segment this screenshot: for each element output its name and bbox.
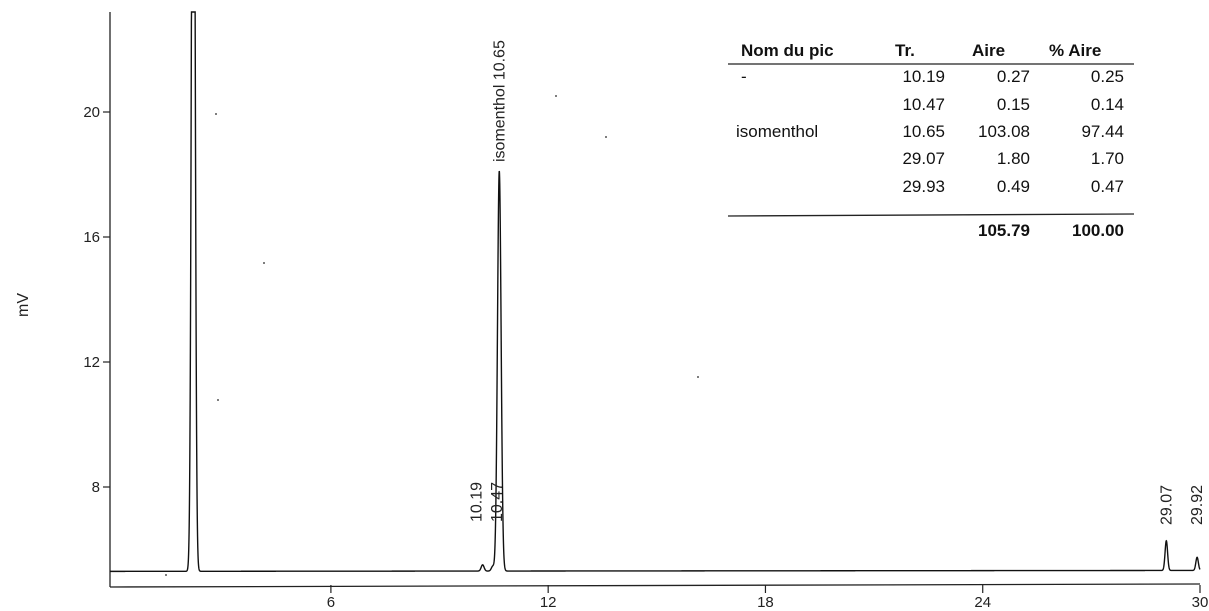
- peak-label: 10.47: [489, 482, 506, 522]
- table-cell-area-pct: 97.44: [1081, 122, 1124, 141]
- table-cell-area: 1.80: [997, 149, 1030, 168]
- table-row: 10.47 0.15 0.14: [902, 95, 1124, 114]
- table-row: 29.93 0.49 0.47: [902, 177, 1124, 196]
- x-tick-label: 30: [1192, 594, 1209, 611]
- x-axis-line: [109, 583, 1201, 588]
- table-row: - 10.19 0.27 0.25: [741, 67, 1124, 86]
- trace-line: [110, 11, 1201, 573]
- chromatogram-trace: [110, 11, 1201, 573]
- y-ticks: 8 12 16 20: [83, 104, 110, 496]
- x-tick-label: 18: [757, 594, 774, 611]
- y-tick-label: 12: [83, 354, 100, 371]
- peak-label: 29.07: [1158, 485, 1175, 525]
- table-cell-area-pct: 0.47: [1091, 177, 1124, 196]
- table-cell-area-pct: 1.70: [1091, 149, 1124, 168]
- table-cell-area: 0.49: [997, 177, 1030, 196]
- table-row: isomenthol 10.65 103.08 97.44: [736, 122, 1124, 141]
- y-tick-label: 8: [92, 479, 100, 496]
- peak-label: 10.19: [469, 482, 486, 522]
- y-axis-title: mV: [15, 293, 32, 317]
- table-cell-area-pct: 0.25: [1091, 67, 1124, 86]
- table-header-area: Aire: [972, 41, 1005, 60]
- table-cell-rt: 10.19: [902, 67, 945, 86]
- table-header-area-pct: % Aire: [1049, 41, 1101, 60]
- x-ticks: 6 12 18 24 30: [327, 585, 1209, 611]
- y-tick-label: 16: [83, 229, 100, 246]
- table-cell-rt: 29.93: [902, 177, 945, 196]
- results-table: Nom du pic Tr. Aire % Aire - 10.19 0.27 …: [727, 41, 1135, 240]
- table-cell-rt: 10.65: [902, 122, 945, 141]
- table-row: 29.07 1.80 1.70: [902, 149, 1124, 168]
- x-tick-label: 12: [540, 594, 557, 611]
- x-tick-label: 24: [974, 594, 991, 611]
- table-cell-area-pct: 0.14: [1091, 95, 1124, 114]
- table-total-area-pct: 100.00: [1072, 221, 1124, 240]
- table-header-name: Nom du pic: [741, 41, 834, 60]
- table-total-area: 105.79: [978, 221, 1030, 240]
- peak-label: 29.92: [1189, 485, 1206, 525]
- table-cell-area: 103.08: [978, 122, 1030, 141]
- x-tick-label: 6: [327, 594, 335, 611]
- table-header-rt: Tr.: [895, 41, 915, 60]
- table-total-row: 105.79 100.00: [978, 221, 1124, 240]
- table-cell-name: -: [741, 67, 747, 86]
- peak-label: isomenthol 10.65: [491, 40, 508, 162]
- table-total-rule: [727, 213, 1135, 217]
- table-cell-area: 0.27: [997, 67, 1030, 86]
- table-cell-area: 0.15: [997, 95, 1030, 114]
- table-cell-rt: 29.07: [902, 149, 945, 168]
- y-tick-label: 20: [83, 104, 100, 121]
- table-cell-name: isomenthol: [736, 122, 818, 141]
- scan-specks: [165, 95, 699, 576]
- table-cell-rt: 10.47: [902, 95, 945, 114]
